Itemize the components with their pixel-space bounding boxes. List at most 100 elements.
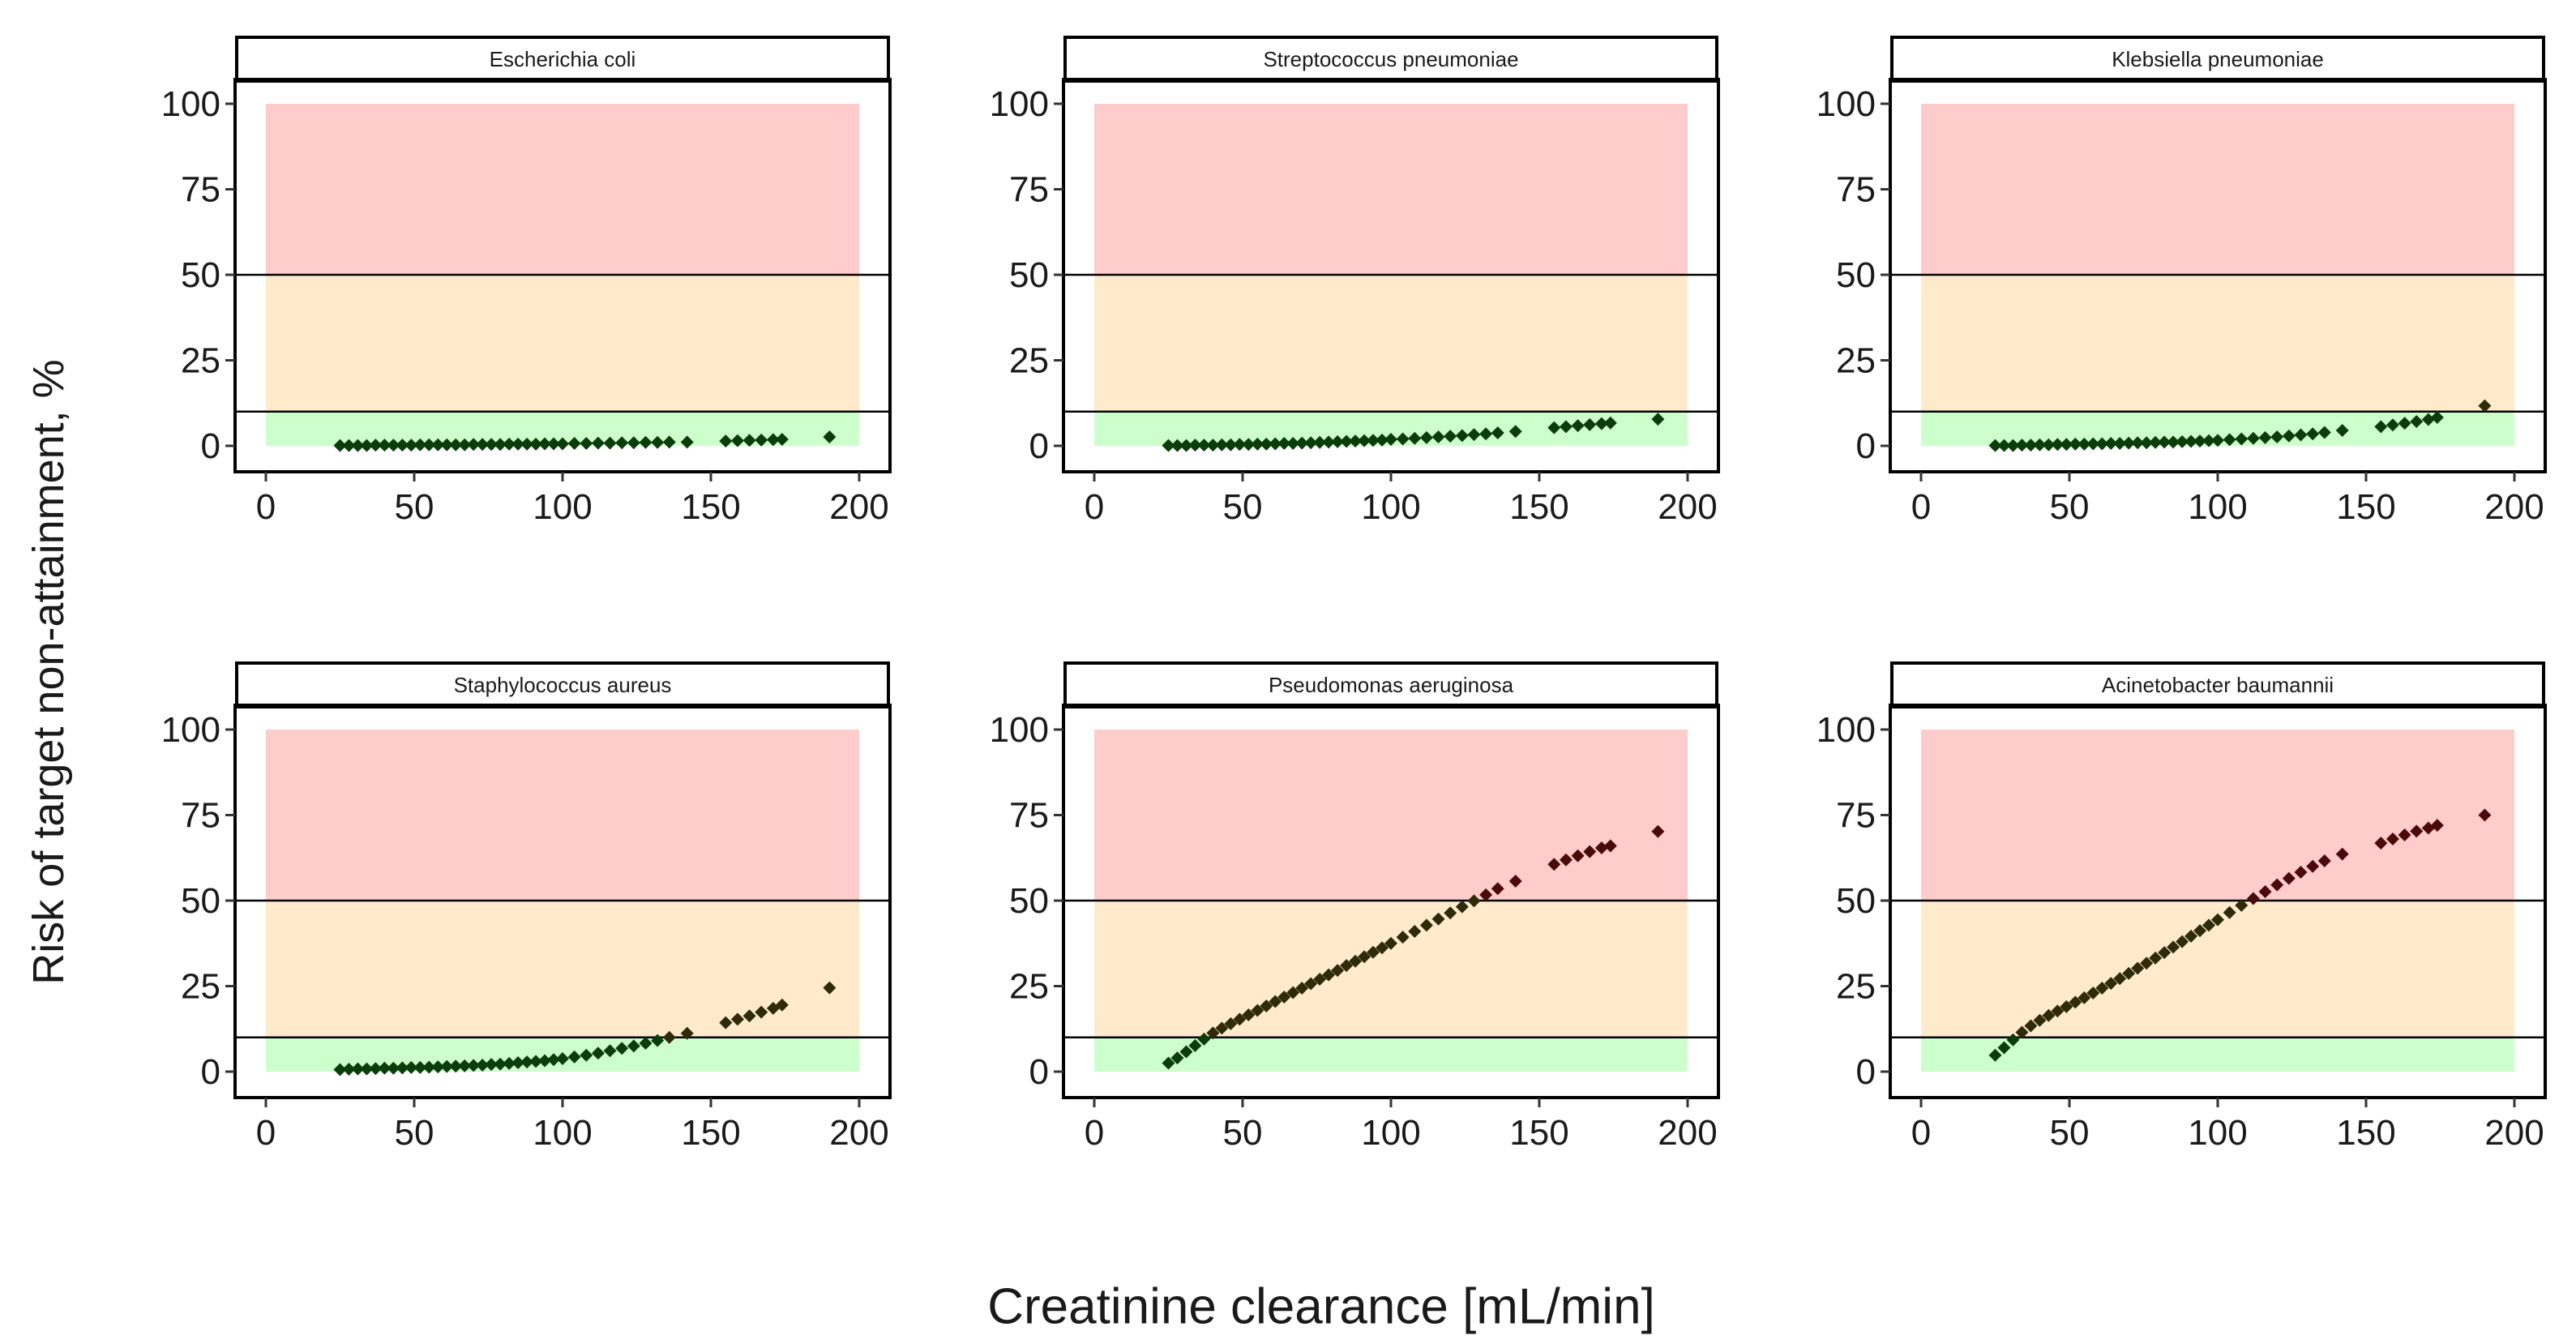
data-point — [1322, 968, 1336, 982]
data-point — [556, 437, 569, 451]
data-point — [1408, 431, 1422, 445]
data-point — [680, 1026, 694, 1040]
data-point — [2113, 972, 2127, 986]
data-point — [1295, 436, 1309, 450]
data-point — [1444, 430, 1457, 443]
data-point — [1197, 439, 1211, 452]
scatter-panel: 0 25 50 75 100 0 50 100 150 200 — [990, 704, 1720, 1153]
data-point — [1997, 1041, 2011, 1055]
data-point — [1260, 999, 1273, 1012]
y-tick-label: 25 — [1009, 341, 1049, 381]
data-point — [2374, 837, 2388, 850]
data-point — [2374, 420, 2388, 434]
data-point — [2430, 819, 2444, 833]
data-point — [1559, 853, 1573, 867]
data-point — [2176, 434, 2189, 448]
y-tick-label: 50 — [181, 881, 220, 921]
data-point — [2211, 913, 2224, 927]
data-point — [1559, 420, 1573, 434]
data-point — [2015, 1025, 2029, 1039]
data-point — [503, 437, 516, 451]
data-point — [467, 438, 481, 452]
data-point — [1206, 439, 1220, 452]
x-tick-label: 0 — [1911, 487, 1931, 527]
data-point — [2398, 828, 2411, 841]
data-point — [1179, 1045, 1193, 1059]
data-point — [1277, 437, 1291, 451]
y-tick-label: 50 — [1836, 255, 1876, 295]
data-point — [1295, 982, 1309, 995]
data-point — [449, 1059, 463, 1073]
x-tick-label: 200 — [1658, 1113, 1717, 1153]
data-point — [1322, 435, 1336, 449]
data-point — [485, 438, 499, 452]
data-point — [2193, 924, 2207, 938]
data-point — [1367, 434, 1380, 447]
data-point — [1358, 950, 1371, 964]
data-point — [2042, 438, 2056, 452]
y-tick-label: 100 — [990, 710, 1049, 750]
data-point — [1269, 437, 1282, 451]
data-point — [2398, 417, 2411, 430]
data-point — [823, 430, 837, 444]
x-tick-label: 50 — [1223, 1113, 1263, 1153]
data-point — [1331, 964, 1345, 978]
data-point — [404, 1060, 418, 1074]
x-tick-label: 100 — [533, 487, 592, 527]
data-point — [2202, 918, 2216, 932]
x-tick-label: 150 — [681, 1113, 740, 1153]
y-tick-label: 25 — [1836, 967, 1876, 1007]
data-point — [2270, 878, 2284, 892]
data-point — [719, 434, 733, 448]
orange-zone — [266, 275, 859, 412]
data-point — [440, 1059, 454, 1073]
y-tick-label: 25 — [1009, 967, 1049, 1007]
y-tick-label: 25 — [181, 967, 220, 1007]
x-tick-label: 150 — [1509, 1113, 1568, 1153]
x-tick-label: 0 — [1085, 487, 1104, 527]
x-tick-label: 100 — [533, 1113, 592, 1153]
data-point — [1376, 941, 1389, 955]
data-point — [2024, 1019, 2038, 1033]
data-point — [1444, 906, 1457, 920]
data-point — [1269, 995, 1282, 1008]
data-point — [458, 438, 472, 452]
y-tick-label: 100 — [990, 84, 1049, 124]
data-point — [520, 1055, 534, 1069]
data-point — [1170, 1051, 1184, 1065]
data-point — [2410, 415, 2424, 429]
data-point — [449, 438, 463, 452]
data-point — [1215, 1021, 1229, 1035]
data-point — [1313, 435, 1327, 449]
y-tick-label: 0 — [201, 426, 220, 466]
data-point — [1479, 427, 1493, 441]
data-point — [360, 1062, 374, 1076]
data-point — [2211, 434, 2224, 447]
x-tick-label: 50 — [2050, 487, 2090, 527]
data-point — [603, 436, 617, 450]
data-point — [413, 438, 427, 452]
data-point — [2006, 439, 2020, 452]
data-point — [2193, 434, 2207, 448]
x-tick-label: 50 — [2050, 1113, 2090, 1153]
data-point — [2202, 434, 2216, 447]
data-point — [2086, 437, 2100, 451]
data-point — [2024, 439, 2038, 452]
data-point — [775, 432, 789, 446]
data-point — [2104, 977, 2118, 991]
data-point — [1988, 439, 2002, 452]
data-point — [639, 435, 653, 449]
data-point — [556, 1051, 569, 1065]
panel-title: Streptococcus pneumoniae — [1063, 36, 1718, 83]
y-tick-label: 25 — [181, 341, 220, 381]
data-point — [1162, 439, 1175, 452]
data-point — [2282, 871, 2296, 885]
x-tick-label: 200 — [2484, 487, 2544, 527]
x-tick-label: 100 — [1361, 487, 1420, 527]
data-point — [719, 1016, 733, 1029]
data-point — [1340, 959, 1354, 973]
y-tick-label: 75 — [1836, 796, 1876, 836]
data-point — [431, 438, 445, 452]
data-point — [342, 439, 356, 452]
